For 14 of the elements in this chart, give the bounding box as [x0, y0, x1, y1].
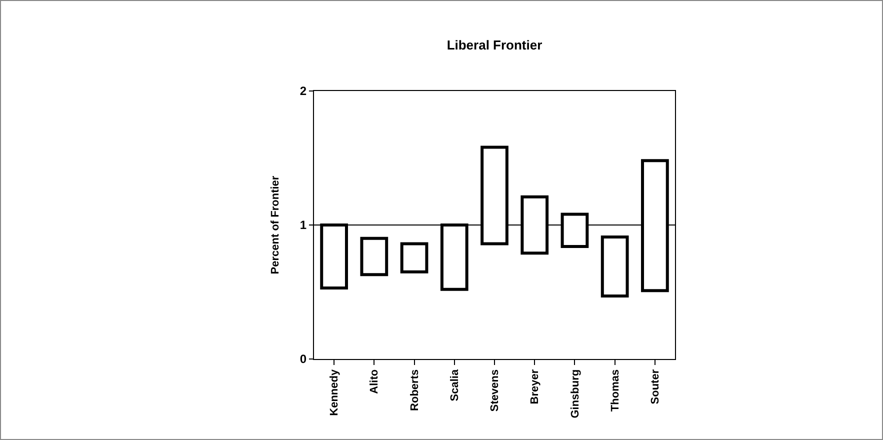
x-tick-label: Stevens: [489, 369, 502, 412]
x-tick-label: Souter: [650, 368, 662, 404]
y-tick-label: 2: [300, 84, 307, 98]
x-tick-label: Kennedy: [328, 368, 341, 416]
x-tick-label: Scalia: [448, 368, 461, 402]
y-tick-label: 1: [300, 218, 307, 232]
x-tick-label: Ginsburg: [569, 369, 582, 418]
y-axis-title: Percent of Frontier: [270, 175, 282, 274]
x-tick-label: Breyer: [529, 368, 542, 404]
y-tick-label: 0: [300, 352, 307, 366]
x-tick-label: Alito: [368, 369, 381, 394]
chart-title: Liberal Frontier: [446, 37, 542, 52]
x-tick-label: Roberts: [408, 369, 421, 411]
x-tick-label: Thomas: [609, 369, 622, 412]
